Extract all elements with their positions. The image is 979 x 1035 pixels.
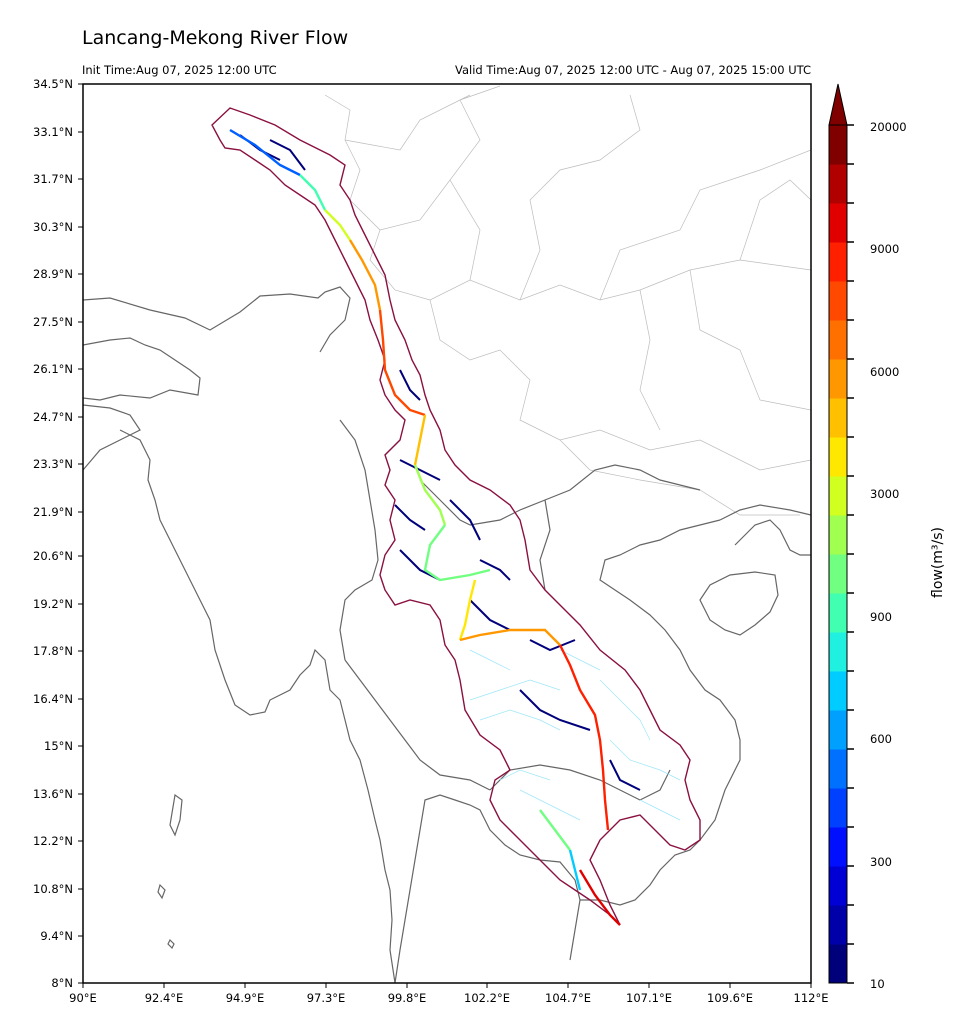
- province-boundaries: [324, 85, 811, 516]
- lat-label: 13.6°N: [33, 787, 73, 801]
- lat-label: 17.8°N: [33, 644, 73, 658]
- colorbar-label: 900: [870, 610, 892, 624]
- colorbar-segment: [829, 281, 847, 321]
- lat-label: 30.3°N: [33, 220, 73, 234]
- colorbar-label: 20000: [870, 120, 907, 134]
- colorbar-segment: [829, 476, 847, 516]
- lat-label: 19.2°N: [33, 597, 73, 611]
- lat-label: 31.7°N: [33, 172, 73, 186]
- lon-label: 99.8°E: [387, 991, 427, 1005]
- main-river: [229, 128, 621, 926]
- colorbar-segment: [829, 593, 847, 633]
- lat-label: 20.6°N: [33, 549, 73, 563]
- colorbar-segment: [829, 515, 847, 555]
- valid-time: Valid Time:Aug 07, 2025 12:00 UTC - Aug …: [455, 63, 811, 77]
- coastlines: [83, 286, 811, 983]
- lat-label: 28.9°N: [33, 267, 73, 281]
- colorbar-extend-arrow: [828, 83, 848, 126]
- tributaries: [469, 649, 681, 821]
- colorbar-segment: [829, 788, 847, 828]
- colorbar-segment: [829, 905, 847, 945]
- colorbar-segment: [829, 749, 847, 789]
- lon-label: 112°E: [793, 991, 829, 1005]
- lat-label: 15°N: [44, 739, 73, 753]
- lat-label: 8°N: [51, 976, 73, 990]
- minor-streams: [239, 134, 641, 791]
- page-title: Lancang-Mekong River Flow: [82, 27, 349, 49]
- colorbar-segment: [829, 164, 847, 204]
- colorbar-segment: [829, 359, 847, 399]
- lat-label: 23.3°N: [33, 457, 73, 471]
- lon-label: 92.4°E: [144, 991, 184, 1005]
- colorbar-label: 6000: [870, 365, 900, 379]
- colorbar-segment: [829, 437, 847, 477]
- map-frame: [82, 83, 812, 984]
- colorbar-segment: [829, 203, 847, 243]
- lon-label: 90°E: [69, 991, 97, 1005]
- colorbar-segment: [829, 866, 847, 906]
- lon-label: 109.6°E: [707, 991, 753, 1005]
- colorbar-segment: [829, 242, 847, 282]
- colorbar-segment: [829, 671, 847, 711]
- lat-label: 9.4°N: [40, 929, 73, 943]
- colorbar-segment: [829, 710, 847, 750]
- lat-label: 24.7°N: [33, 410, 73, 424]
- lat-label: 27.5°N: [33, 315, 73, 329]
- lat-label: 26.1°N: [33, 362, 73, 376]
- colorbar-label: 3000: [870, 487, 900, 501]
- colorbar-segment: [829, 398, 847, 438]
- colorbar-segment: [829, 944, 847, 984]
- lon-label: 107.1°E: [626, 991, 672, 1005]
- lat-label: 10.8°N: [33, 882, 73, 896]
- lat-label: 16.4°N: [33, 692, 73, 706]
- lat-label: 21.9°N: [33, 505, 73, 519]
- lat-label: 34.5°N: [33, 77, 73, 91]
- lat-label: 33.1°N: [33, 125, 73, 139]
- colorbar-segment: [829, 554, 847, 594]
- colorbar-label: 10: [870, 977, 885, 991]
- colorbar-label: 9000: [870, 242, 900, 256]
- colorbar-title: flow(m³/s): [930, 526, 946, 598]
- colorbar-ticks: [847, 124, 854, 984]
- colorbar: [829, 125, 847, 984]
- colorbar-segment: [829, 320, 847, 360]
- colorbar-segment: [829, 632, 847, 672]
- lon-label: 104.7°E: [545, 991, 591, 1005]
- colorbar-label: 300: [870, 855, 892, 869]
- lat-ticks: [78, 83, 83, 984]
- init-time: Init Time:Aug 07, 2025 12:00 UTC: [82, 63, 277, 77]
- lon-label: 94.9°E: [225, 991, 265, 1005]
- colorbar-segment: [829, 125, 847, 165]
- lon-ticks: [82, 983, 812, 988]
- lat-label: 12.2°N: [33, 834, 73, 848]
- lon-label: 102.2°E: [464, 991, 510, 1005]
- colorbar-segment: [829, 827, 847, 867]
- lon-label: 97.3°E: [306, 991, 346, 1005]
- colorbar-label: 600: [870, 732, 892, 746]
